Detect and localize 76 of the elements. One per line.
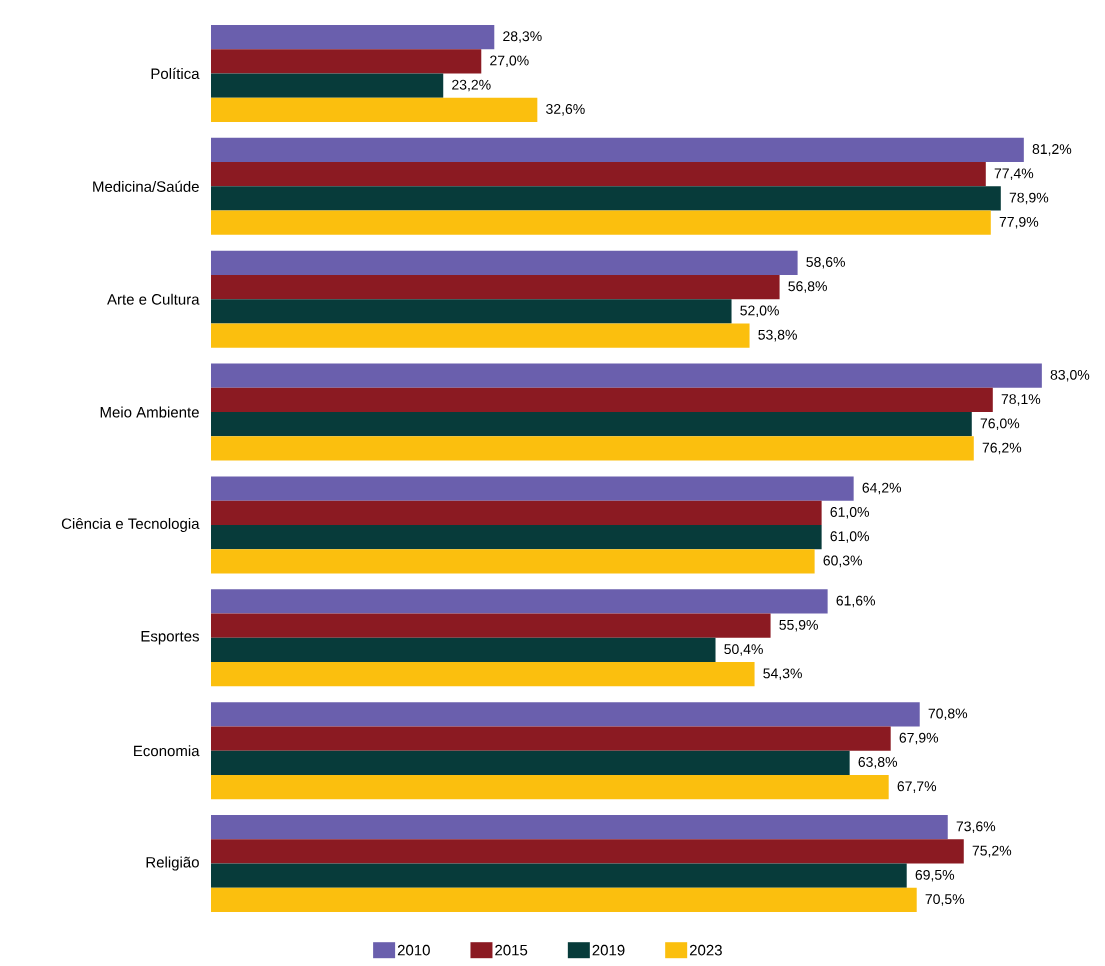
- data-label: 70,8%: [928, 708, 968, 721]
- bar: [211, 702, 920, 727]
- bar: [211, 49, 482, 74]
- bar: [211, 726, 891, 751]
- legend-label: 2019: [592, 944, 625, 956]
- bar: [211, 412, 972, 437]
- data-label: 23,2%: [452, 79, 491, 92]
- legend-label: 2010: [397, 944, 430, 956]
- data-label: 54,3%: [763, 668, 802, 681]
- y-tick-label: Meio Ambiente: [100, 406, 199, 418]
- bar: [211, 613, 771, 638]
- bar: [211, 863, 907, 888]
- bar: [211, 476, 854, 501]
- bar: [211, 387, 993, 413]
- bar: [211, 250, 798, 275]
- bar: [211, 323, 750, 348]
- bar: [211, 549, 815, 574]
- bar: [211, 186, 1001, 211]
- legend-label: 2023: [689, 944, 722, 956]
- data-label: 78,9%: [1009, 192, 1049, 205]
- bar: [211, 662, 755, 687]
- y-tick-label: Religião: [146, 856, 199, 871]
- y-tick-label: Medicina/Saúde: [93, 180, 199, 192]
- data-label: 76,0%: [980, 418, 1020, 430]
- y-tick-label: Economia: [134, 745, 200, 757]
- bar: [211, 210, 991, 235]
- data-label: 64,2%: [862, 482, 902, 495]
- bar: [211, 436, 974, 461]
- data-label: 67,7%: [897, 781, 937, 793]
- bar: [211, 73, 444, 98]
- y-tick-label: Esportes: [141, 631, 199, 645]
- data-label: 67,9%: [899, 732, 939, 745]
- data-label: 78,1%: [1001, 394, 1041, 406]
- bar: [211, 97, 538, 122]
- data-label: 61,0%: [830, 531, 870, 543]
- data-label: 77,4%: [994, 168, 1034, 180]
- data-label: 58,6%: [806, 257, 845, 269]
- data-label: 53,8%: [758, 329, 797, 342]
- data-label: 52,0%: [740, 305, 779, 318]
- data-label: 32,6%: [546, 104, 585, 116]
- bar: [211, 589, 828, 614]
- bar: [211, 299, 732, 324]
- bar: [211, 524, 822, 550]
- data-label: 73,6%: [956, 821, 996, 833]
- data-label: 56,8%: [788, 281, 827, 293]
- bar: [211, 363, 1042, 388]
- data-label: 50,4%: [724, 644, 763, 656]
- data-label: 61,6%: [836, 595, 876, 608]
- bar: [211, 839, 964, 864]
- bar: [211, 274, 780, 300]
- data-label: 76,2%: [982, 442, 1022, 455]
- data-label: 27,0%: [490, 55, 529, 68]
- bar: [211, 774, 889, 800]
- data-label: 75,2%: [972, 845, 1012, 858]
- data-label: 77,9%: [999, 216, 1039, 229]
- bar: [211, 137, 1024, 163]
- bar: [211, 162, 986, 187]
- bar: [211, 24, 495, 50]
- bar: [211, 637, 716, 663]
- bar: [211, 750, 850, 775]
- bar: [211, 815, 948, 840]
- data-label: 63,8%: [858, 757, 898, 769]
- data-label: 60,3%: [823, 555, 863, 568]
- data-label: 69,5%: [915, 869, 955, 882]
- y-tick-label: Ciência e Tecnologia: [61, 517, 200, 532]
- data-label: 70,5%: [925, 894, 965, 906]
- y-tick-label: Política: [151, 67, 200, 80]
- bar: [211, 500, 822, 525]
- bar: [211, 887, 917, 913]
- y-tick-label: Arte e Cultura: [107, 293, 200, 305]
- data-label: 81,2%: [1032, 144, 1072, 156]
- data-label: 61,0%: [830, 507, 870, 519]
- data-label: 28,3%: [503, 31, 542, 43]
- data-label: 55,9%: [779, 619, 818, 632]
- legend-label: 2015: [495, 944, 528, 956]
- data-label: 83,0%: [1050, 369, 1090, 382]
